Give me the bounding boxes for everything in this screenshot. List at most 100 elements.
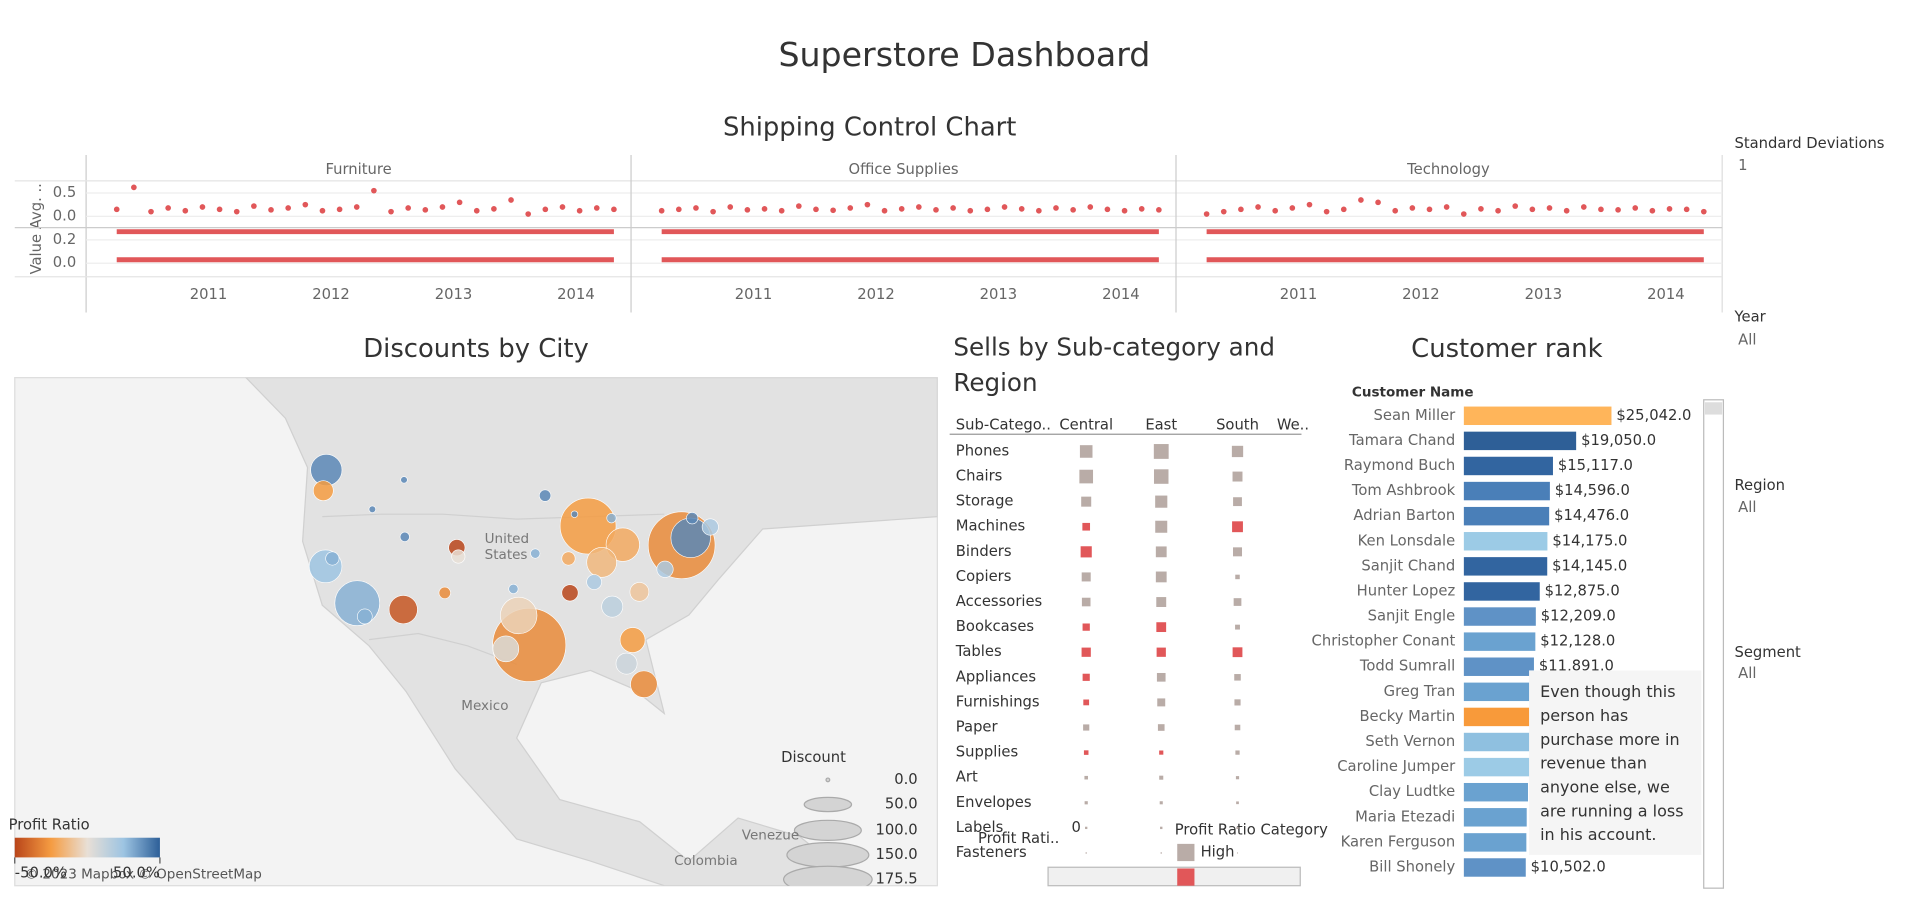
row-label: Appliances bbox=[956, 668, 1036, 685]
filter-label: Segment bbox=[1734, 644, 1801, 661]
sales-square bbox=[1153, 469, 1169, 484]
value-label: $12,875.0 bbox=[1545, 582, 1620, 599]
point bbox=[1375, 199, 1381, 206]
city-bubble bbox=[570, 510, 579, 518]
point bbox=[388, 208, 394, 215]
city-bubble bbox=[605, 527, 640, 562]
sales-square bbox=[1156, 622, 1167, 633]
point bbox=[593, 205, 600, 211]
point bbox=[830, 207, 836, 214]
panel-header: Office Supplies bbox=[848, 161, 958, 178]
sales-square bbox=[1235, 574, 1240, 580]
sales-square bbox=[1157, 724, 1165, 731]
row-label: Envelopes bbox=[956, 794, 1032, 811]
row-label: Bill Shonely bbox=[1369, 858, 1455, 875]
sales-square bbox=[1235, 750, 1240, 755]
bar bbox=[1463, 582, 1540, 601]
sales-square bbox=[1085, 852, 1087, 854]
point bbox=[559, 204, 566, 210]
point bbox=[1495, 207, 1501, 214]
chart-title: Sells by Sub-category and Region bbox=[953, 332, 1275, 397]
filter-value: 0 bbox=[1071, 819, 1080, 836]
point bbox=[898, 206, 905, 212]
point bbox=[336, 206, 343, 213]
map-place: United bbox=[485, 531, 529, 547]
filter-value: All bbox=[1738, 332, 1756, 349]
map-place: Colombia bbox=[674, 853, 738, 869]
y-tick-label: 0.2 bbox=[53, 231, 76, 248]
annotation-box bbox=[1529, 670, 1702, 855]
point bbox=[216, 206, 223, 213]
bar bbox=[1463, 833, 1527, 852]
point bbox=[268, 206, 274, 213]
sales-square bbox=[1081, 496, 1092, 507]
border bbox=[368, 632, 517, 665]
sales-square bbox=[1085, 826, 1088, 830]
point bbox=[148, 208, 154, 215]
sales-square bbox=[1160, 852, 1162, 854]
sales-square bbox=[1084, 775, 1088, 780]
chart-title: Shipping Control Chart bbox=[723, 112, 1016, 142]
point bbox=[251, 203, 257, 209]
row-label: Clay Ludtke bbox=[1369, 783, 1455, 800]
point bbox=[319, 207, 326, 214]
city-bubble bbox=[606, 513, 617, 524]
bar bbox=[1463, 732, 1532, 752]
point bbox=[778, 207, 785, 214]
column-header: We.. bbox=[1277, 417, 1309, 434]
filter-value: 1 bbox=[1738, 157, 1747, 174]
x-tick-label: 2011 bbox=[735, 286, 773, 303]
point bbox=[1323, 208, 1330, 215]
bar bbox=[1463, 707, 1534, 727]
point bbox=[1546, 205, 1553, 211]
bar bbox=[1463, 557, 1548, 576]
row-label: Furnishings bbox=[956, 693, 1040, 710]
sales-square bbox=[1083, 750, 1089, 755]
point bbox=[456, 199, 463, 206]
point bbox=[1018, 206, 1025, 212]
sales-square bbox=[1234, 724, 1241, 731]
row-label: Sanjit Engle bbox=[1368, 608, 1456, 625]
point bbox=[1255, 204, 1261, 210]
row-label: Binders bbox=[956, 543, 1012, 560]
map-layer: 0.0 50.0 100.0 150.0 175.5 United States Mex… bbox=[245, 377, 938, 886]
sales-square bbox=[1234, 699, 1241, 706]
point bbox=[1070, 206, 1076, 213]
point bbox=[1598, 206, 1604, 213]
scrollbar-thumb[interactable] bbox=[1704, 402, 1723, 415]
sales-square bbox=[1082, 673, 1090, 681]
city-bubble bbox=[530, 548, 541, 559]
point bbox=[113, 206, 120, 213]
row-label: Christopher Conant bbox=[1312, 633, 1456, 650]
point bbox=[984, 206, 991, 213]
point bbox=[1666, 206, 1673, 212]
scrollbar[interactable] bbox=[1703, 399, 1725, 889]
point bbox=[744, 206, 751, 213]
city-bubble bbox=[500, 596, 538, 635]
sales-square bbox=[1081, 647, 1091, 657]
sales-square bbox=[1233, 547, 1243, 557]
sales-square bbox=[1232, 521, 1243, 533]
point bbox=[371, 187, 377, 194]
point bbox=[1289, 205, 1296, 211]
row-label: Raymond Buch bbox=[1344, 457, 1455, 474]
row-label: Becky Martin bbox=[1359, 708, 1455, 725]
sales-square bbox=[1081, 572, 1091, 582]
size-legend-mark bbox=[793, 819, 862, 841]
x-tick-label: 2011 bbox=[190, 286, 228, 303]
point bbox=[1478, 206, 1484, 212]
sales-square bbox=[1157, 698, 1166, 707]
bar bbox=[1463, 808, 1527, 827]
bar bbox=[1463, 456, 1553, 476]
slider[interactable] bbox=[1047, 866, 1301, 887]
sales-square bbox=[1233, 497, 1242, 507]
point bbox=[916, 204, 922, 210]
city-bubble bbox=[325, 551, 340, 566]
point bbox=[710, 208, 716, 215]
sales-square bbox=[1232, 471, 1243, 482]
city-bubble bbox=[656, 560, 674, 578]
city-bubble bbox=[629, 582, 650, 602]
value-label: $14,145.0 bbox=[1552, 557, 1627, 574]
sales-square bbox=[1156, 647, 1166, 657]
point bbox=[933, 206, 939, 213]
